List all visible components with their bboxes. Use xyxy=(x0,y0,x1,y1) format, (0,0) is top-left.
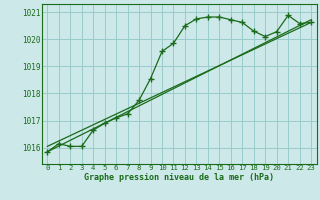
X-axis label: Graphe pression niveau de la mer (hPa): Graphe pression niveau de la mer (hPa) xyxy=(84,173,274,182)
